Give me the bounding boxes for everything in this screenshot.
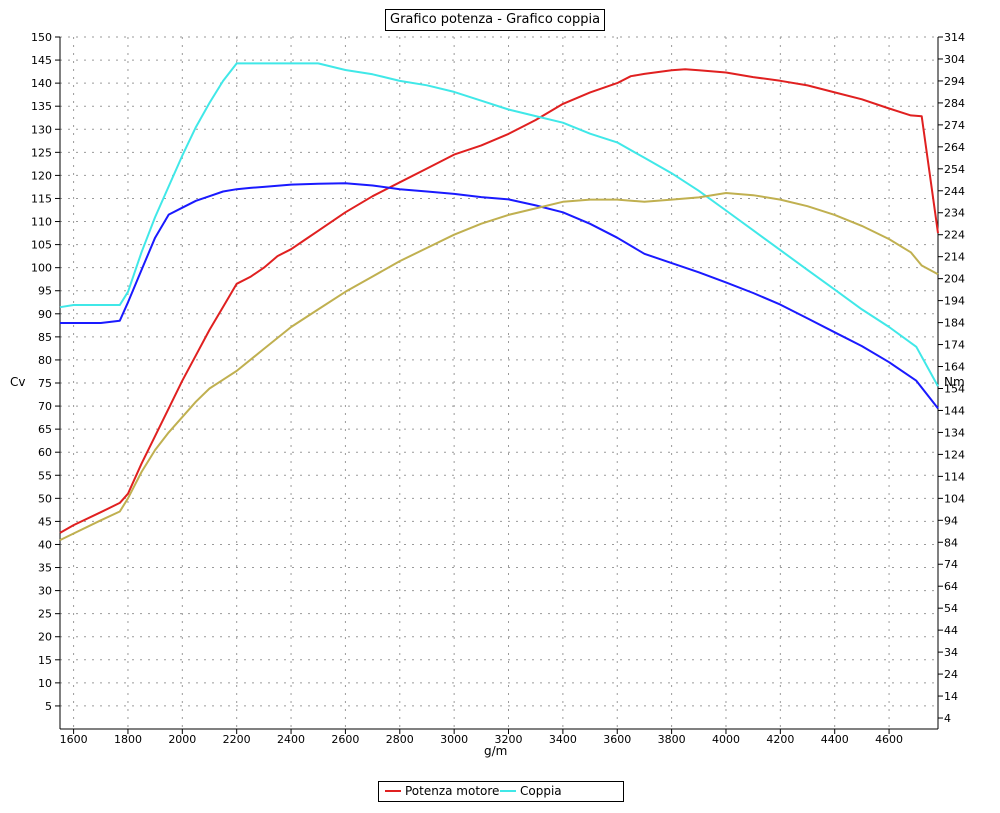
y-left-tick-label: 105	[31, 239, 52, 252]
legend-swatch-potenza	[385, 789, 401, 792]
x-tick-label: 4600	[875, 733, 903, 746]
y-right-tick-label: 234	[944, 207, 965, 220]
y-right-tick-label: 154	[944, 382, 965, 395]
x-tick-label: 2200	[223, 733, 251, 746]
y-right-tick-label: 284	[944, 97, 965, 110]
x-tick-label: 3200	[495, 733, 523, 746]
y-left-tick-label: 135	[31, 100, 52, 113]
y-left-tick-label: 85	[38, 331, 52, 344]
x-tick-label: 2000	[168, 733, 196, 746]
x-axis-label: g/m	[484, 744, 508, 758]
y-right-tick-label: 214	[944, 251, 965, 264]
y-left-tick-label: 125	[31, 146, 52, 159]
x-tick-label: 3600	[603, 733, 631, 746]
y-right-tick-label: 194	[944, 295, 965, 308]
series-line-series-3	[60, 182, 939, 410]
x-tick-label: 2800	[386, 733, 414, 746]
y-right-tick-label: 294	[944, 75, 965, 88]
y-right-tick-label: 254	[944, 163, 965, 176]
x-tick-label: 3800	[658, 733, 686, 746]
y-right-tick-label: 264	[944, 141, 965, 154]
y-right-tick-label: 144	[944, 404, 965, 417]
y-left-tick-label: 25	[38, 608, 52, 621]
x-tick-label: 3000	[440, 733, 468, 746]
x-tick-label: 1800	[114, 733, 142, 746]
y-right-tick-label: 34	[944, 646, 958, 659]
y-left-tick-label: 130	[31, 123, 52, 136]
y-right-tick-label: 74	[944, 558, 958, 571]
y-left-tick-label: 80	[38, 354, 52, 367]
y-left-tick-label: 90	[38, 308, 52, 321]
y-right-tick-label: 94	[944, 514, 958, 527]
y-left-tick-label: 120	[31, 169, 52, 182]
axes	[55, 36, 943, 734]
y-left-tick-label: 60	[38, 446, 52, 459]
y-right-tick-label: 244	[944, 185, 965, 198]
x-tick-label: 2400	[277, 733, 305, 746]
y-right-tick-label: 24	[944, 668, 958, 681]
y-right-tick-label: 304	[944, 53, 965, 66]
y-right-tick-label: 124	[944, 448, 965, 461]
y-right-tick-label: 224	[944, 229, 965, 242]
y-left-tick-label: 55	[38, 469, 52, 482]
legend: Potenza motore Coppia	[378, 781, 624, 802]
legend-entry-coppia: Coppia	[500, 782, 562, 801]
y-left-tick-label: 110	[31, 216, 52, 229]
y-left-tick-label: 100	[31, 262, 52, 275]
y-right-tick-label: 314	[944, 31, 965, 44]
y-left-tick-label: 5	[45, 700, 52, 713]
chart-title: Grafico potenza - Grafico coppia	[385, 9, 606, 31]
y-left-tick-label: 75	[38, 377, 52, 390]
tick-labels: 1600 1800 2000 2200 2400 2600 2800 3000 3200 3400…	[31, 31, 965, 746]
series-layer	[59, 62, 939, 541]
legend-label-potenza: Potenza motore	[405, 784, 500, 798]
x-tick-label: 4400	[821, 733, 849, 746]
y-left-tick-label: 140	[31, 77, 52, 90]
x-tick-label: 4200	[766, 733, 794, 746]
y-left-tick-label: 115	[31, 192, 52, 205]
y-left-tick-label: 40	[38, 538, 52, 551]
y-left-tick-label: 145	[31, 54, 52, 67]
y-right-tick-label: 184	[944, 317, 965, 330]
y-axis-left-label: Cv	[10, 375, 26, 389]
series-line-coppia	[59, 62, 939, 387]
x-tick-label: 1600	[60, 733, 88, 746]
y-left-tick-label: 20	[38, 631, 52, 644]
y-left-tick-label: 50	[38, 492, 52, 505]
legend-entry-potenza: Potenza motore	[385, 782, 499, 801]
y-left-tick-label: 150	[31, 31, 52, 44]
y-left-tick-label: 15	[38, 654, 52, 667]
y-right-tick-label: 4	[944, 712, 951, 725]
y-left-tick-label: 70	[38, 400, 52, 413]
y-left-tick-label: 10	[38, 677, 52, 690]
series-line-series-4	[59, 192, 939, 541]
legend-swatch-coppia	[500, 789, 516, 792]
y-right-tick-label: 274	[944, 119, 965, 132]
y-right-tick-label: 204	[944, 273, 965, 286]
y-right-tick-label: 114	[944, 470, 965, 483]
y-left-tick-label: 45	[38, 515, 52, 528]
y-left-tick-label: 35	[38, 562, 52, 575]
y-right-tick-label: 104	[944, 492, 965, 505]
y-left-tick-label: 65	[38, 423, 52, 436]
y-left-tick-label: 30	[38, 585, 52, 598]
series-line-potenza-motore	[59, 68, 939, 534]
y-right-tick-label: 64	[944, 580, 958, 593]
x-tick-label: 4000	[712, 733, 740, 746]
y-right-tick-label: 134	[944, 426, 965, 439]
x-tick-label: 2600	[331, 733, 359, 746]
y-right-tick-label: 164	[944, 361, 965, 374]
y-axis-right-label: Nm	[944, 375, 965, 389]
y-right-tick-label: 84	[944, 536, 958, 549]
grid-lines	[60, 36, 938, 729]
x-tick-label: 3400	[549, 733, 577, 746]
y-right-tick-label: 44	[944, 624, 958, 637]
y-right-tick-label: 14	[944, 690, 958, 703]
legend-label-coppia: Coppia	[520, 784, 562, 798]
y-right-tick-label: 54	[944, 602, 958, 615]
y-right-tick-label: 174	[944, 339, 965, 352]
y-left-tick-label: 95	[38, 285, 52, 298]
